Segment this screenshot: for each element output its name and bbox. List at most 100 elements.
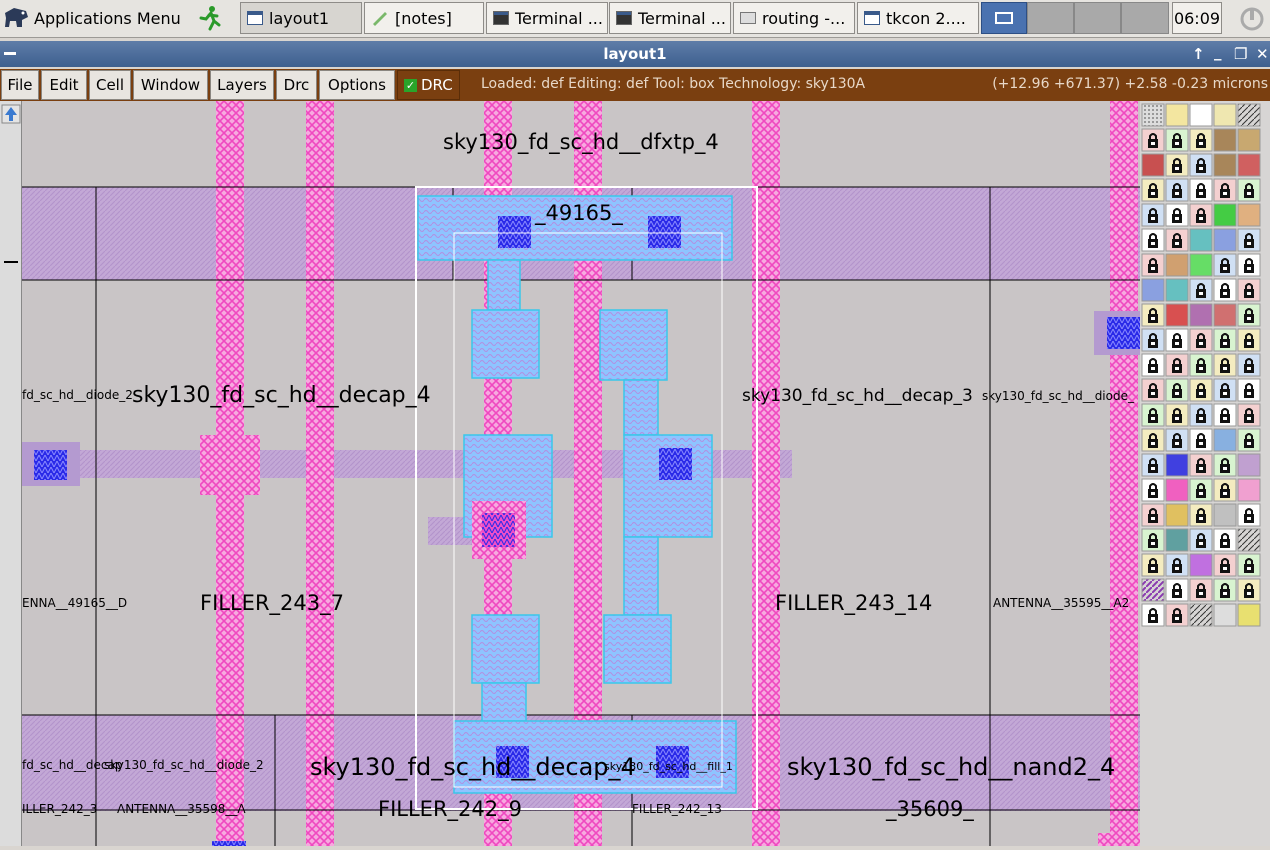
cell-label: fd_sc_hd__diode_2 <box>22 388 133 402</box>
applications-menu-button[interactable]: Applications Menu <box>2 2 223 34</box>
menu-cell[interactable]: Cell <box>89 70 131 100</box>
layer-swatch[interactable] <box>1213 153 1237 177</box>
layer-swatch[interactable] <box>1237 603 1261 627</box>
layout-canvas[interactable]: sky130_fd_sc_hd__dfxtp_4 _49165_ fd_sc_h… <box>0 101 1140 846</box>
layer-swatch[interactable] <box>1165 528 1189 552</box>
layer-swatch[interactable] <box>1237 528 1261 552</box>
menu-options[interactable]: Options <box>319 70 395 100</box>
power-icon[interactable] <box>1238 6 1266 32</box>
layer-swatch[interactable] <box>1189 103 1213 127</box>
shade-icon[interactable]: ↑ <box>1192 45 1205 63</box>
window-menu-icon[interactable] <box>4 52 16 55</box>
layer-swatch[interactable] <box>1165 503 1189 527</box>
menu-edit[interactable]: Edit <box>41 70 87 100</box>
layer-swatch[interactable] <box>1213 603 1237 627</box>
poly-stripe <box>306 101 334 846</box>
layout-drawing[interactable] <box>0 101 1140 846</box>
layer-swatch[interactable] <box>1165 478 1189 502</box>
task-notes[interactable]: [notes] <box>364 2 484 34</box>
task-label: tkcon 2.... <box>886 8 966 28</box>
menu-layers[interactable]: Layers <box>210 70 274 100</box>
clock[interactable]: 06:09 <box>1172 2 1222 34</box>
scroll-up-icon[interactable] <box>1 104 21 124</box>
minimize-icon[interactable]: _ <box>1214 43 1222 61</box>
poly-pad <box>1098 833 1140 846</box>
layer-swatch[interactable] <box>1213 428 1237 452</box>
menu-label: Window <box>140 76 201 94</box>
applications-menu-label: Applications Menu <box>34 8 181 28</box>
layer-swatch[interactable] <box>1189 228 1213 252</box>
menu-drc[interactable]: Drc <box>276 70 317 100</box>
cell-label: FILLER_242_13 <box>632 802 722 816</box>
vertical-scrollbar[interactable] <box>0 101 22 846</box>
close-icon[interactable]: ✕ <box>1256 45 1269 63</box>
workspace-4[interactable] <box>1121 2 1169 34</box>
layer-swatch[interactable] <box>1141 278 1165 302</box>
layer-swatch[interactable] <box>1213 303 1237 327</box>
task-label: Terminal ... <box>515 8 603 28</box>
window-thumb-icon <box>995 12 1013 24</box>
layer-swatch[interactable] <box>1141 578 1165 602</box>
cell-49165 <box>417 195 737 794</box>
workspace-1[interactable] <box>981 2 1027 34</box>
layer-swatch[interactable] <box>1189 253 1213 277</box>
layer-swatch[interactable] <box>1213 203 1237 227</box>
layer-swatch[interactable] <box>1189 553 1213 577</box>
layer-swatch[interactable] <box>1165 453 1189 477</box>
terminal-icon <box>493 11 509 25</box>
layer-swatch[interactable] <box>1213 128 1237 152</box>
menu-label: Layers <box>217 76 267 94</box>
layer-swatch[interactable] <box>1189 303 1213 327</box>
layer-swatch[interactable] <box>1237 153 1261 177</box>
drc-toggle[interactable]: ✓ DRC <box>397 70 460 100</box>
layer-swatch[interactable] <box>1213 503 1237 527</box>
layer-swatch[interactable] <box>1237 203 1261 227</box>
mouse-logo-icon <box>5 8 28 27</box>
layer-swatch[interactable] <box>1237 128 1261 152</box>
task-layout1[interactable]: layout1 <box>240 2 362 34</box>
checkbox-icon: ✓ <box>404 78 417 92</box>
task-terminal-1[interactable]: Terminal ... <box>486 2 608 34</box>
task-label: layout1 <box>269 8 330 28</box>
task-tkcon[interactable]: tkcon 2.... <box>857 2 979 34</box>
menu-file[interactable]: File <box>1 70 39 100</box>
cell-label: sky130_fd_sc_hd__decap_4 <box>132 383 431 408</box>
cell-label: ENNA__49165__D <box>22 596 128 610</box>
layer-swatch[interactable] <box>1141 103 1165 127</box>
layer-swatch[interactable] <box>1213 103 1237 127</box>
menu-label: Drc <box>283 76 310 94</box>
window-icon <box>247 11 263 25</box>
workspace-3[interactable] <box>1074 2 1121 34</box>
task-routing[interactable]: routing -... <box>733 2 855 34</box>
cell-label: sky130_fd_sc_hd__nand2_4 <box>787 753 1116 781</box>
layer-swatches[interactable] <box>1140 101 1270 846</box>
cell-label: FILLER_242_9 <box>378 797 522 821</box>
layer-swatch[interactable] <box>1165 278 1189 302</box>
cell-label: _35609_ <box>886 797 974 821</box>
task-terminal-2[interactable]: Terminal ... <box>609 2 731 34</box>
layer-swatch[interactable] <box>1237 103 1261 127</box>
cell-label: ANTENNA__35595__A2 <box>993 596 1130 610</box>
layer-swatch[interactable] <box>1141 153 1165 177</box>
workspace-2[interactable] <box>1027 2 1074 34</box>
menu-window[interactable]: Window <box>133 70 208 100</box>
layer-swatch[interactable] <box>1165 253 1189 277</box>
layer-swatch[interactable] <box>1189 603 1213 627</box>
layer-palette[interactable] <box>1140 101 1270 846</box>
layer-swatch[interactable] <box>1213 228 1237 252</box>
layer-swatch[interactable] <box>1165 303 1189 327</box>
layer-swatch[interactable] <box>1237 453 1261 477</box>
window-titlebar[interactable]: layout1 ↑ _ ❐ ✕ <box>0 41 1270 67</box>
scroll-thumb[interactable] <box>4 261 18 263</box>
layer-swatch[interactable] <box>1165 103 1189 127</box>
cursor-coordinates: (+12.96 +671.37) +2.58 -0.23 microns <box>992 76 1268 92</box>
poly-stripe <box>1110 101 1138 846</box>
menu-label: File <box>7 76 33 94</box>
menu-label: Edit <box>49 76 79 94</box>
poly-pad <box>200 435 260 495</box>
maximize-icon[interactable]: ❐ <box>1234 45 1248 63</box>
pen-icon <box>373 12 387 26</box>
taskbar: Applications Menu layout1 [notes] Termin… <box>0 0 1270 38</box>
cell-label: sky130_fd_sc_hd__diode_2 <box>104 758 264 772</box>
layer-swatch[interactable] <box>1237 478 1261 502</box>
